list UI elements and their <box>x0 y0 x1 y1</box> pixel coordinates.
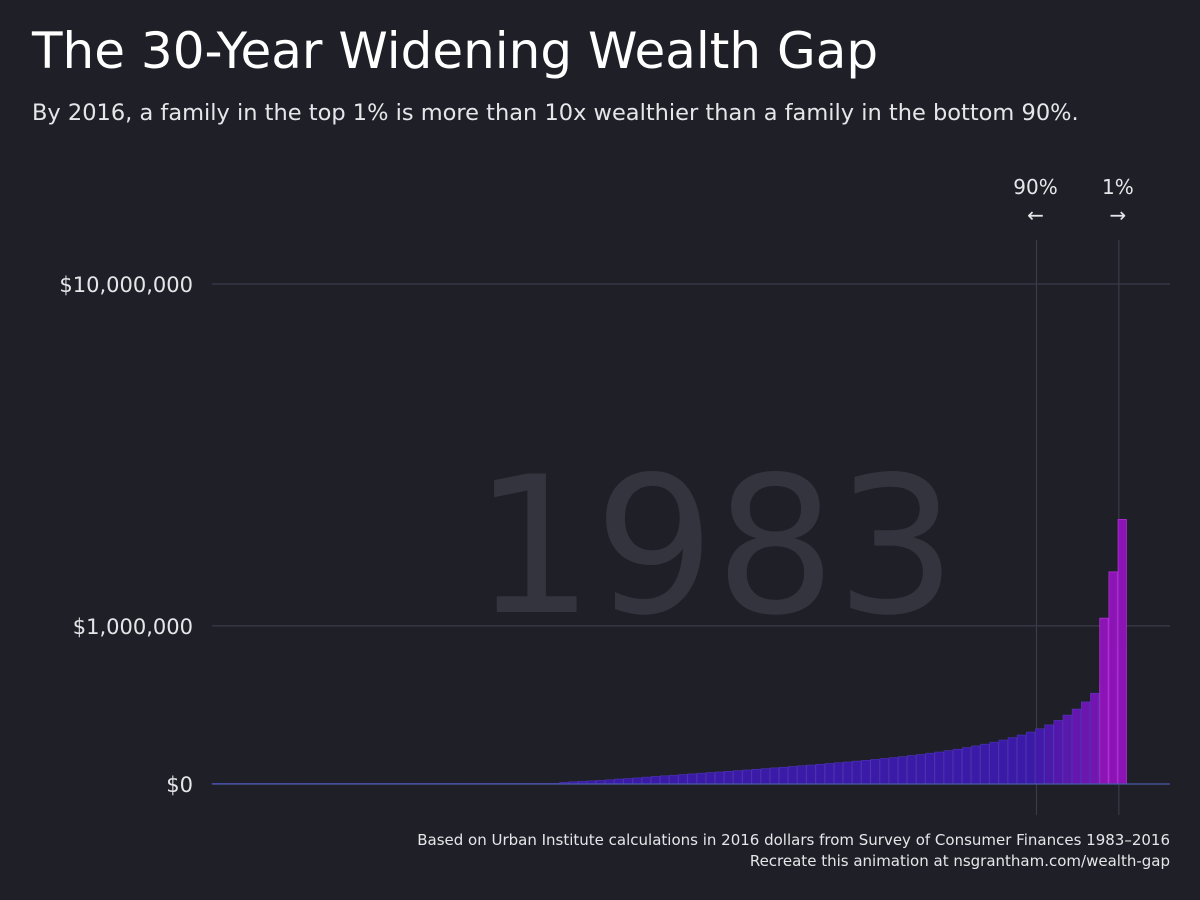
y-tick-label: $0 <box>166 773 193 797</box>
bar <box>1016 734 1027 785</box>
y-tick-label: $10,000,000 <box>59 273 193 297</box>
bar <box>989 741 999 785</box>
bar <box>650 776 661 785</box>
bar <box>1108 571 1118 785</box>
bar <box>925 752 935 785</box>
bar <box>907 755 917 785</box>
bar <box>1044 724 1054 785</box>
bar <box>742 769 752 785</box>
bar <box>778 766 789 785</box>
bar <box>870 759 880 785</box>
bar <box>980 743 990 785</box>
y-tick-label: $1,000,000 <box>73 615 193 639</box>
bar <box>1035 728 1045 785</box>
percentile-marker-label: 90% <box>1013 175 1057 199</box>
bar <box>815 763 825 785</box>
bar <box>641 776 651 785</box>
bar <box>888 757 898 785</box>
bar <box>660 775 670 785</box>
percentile-marker-label: 1% <box>1102 175 1134 199</box>
bar <box>879 758 889 785</box>
bar <box>705 772 715 785</box>
link-line: Recreate this animation at nsgrantham.co… <box>749 852 1170 870</box>
source-line: Based on Urban Institute calculations in… <box>417 831 1170 849</box>
bar <box>843 761 853 785</box>
bar <box>943 750 953 785</box>
percentile-marker-arrow: → <box>1109 203 1126 227</box>
bar <box>678 774 688 785</box>
source-note: Based on Urban Institute calculations in… <box>417 830 1170 872</box>
bar <box>998 739 1008 785</box>
bar <box>824 763 834 785</box>
bar <box>1053 720 1063 785</box>
year-watermark: 1983 <box>473 436 957 657</box>
bar <box>1062 714 1072 785</box>
chart-subtitle: By 2016, a family in the top 1% is more … <box>32 100 1079 126</box>
bar <box>632 777 642 785</box>
bar <box>769 767 780 785</box>
bar <box>833 762 844 785</box>
bar <box>952 748 963 785</box>
bar <box>1071 708 1081 785</box>
percentile-marker-arrow: ← <box>1027 203 1044 227</box>
bar <box>961 747 972 785</box>
bar <box>1007 737 1017 785</box>
bar <box>934 751 944 785</box>
bar <box>751 768 761 785</box>
bar <box>724 770 734 785</box>
bar <box>687 773 697 785</box>
chart-title: The 30-Year Widening Wealth Gap <box>32 22 879 80</box>
bar <box>1117 519 1127 785</box>
bar <box>1080 701 1091 785</box>
bar <box>605 779 615 785</box>
bar <box>669 774 679 785</box>
bar <box>971 745 981 785</box>
bar <box>623 778 633 785</box>
bar <box>797 765 807 785</box>
bar <box>733 770 743 785</box>
bar <box>1099 617 1109 785</box>
bar <box>696 772 706 785</box>
bar <box>760 768 770 785</box>
bar <box>1026 731 1036 785</box>
bar <box>897 756 908 785</box>
bar <box>916 754 926 785</box>
bar <box>714 771 725 785</box>
bar <box>806 764 816 785</box>
bar <box>852 760 862 785</box>
bar <box>788 766 798 785</box>
bar <box>614 778 624 785</box>
bar <box>1090 692 1100 785</box>
bar <box>861 759 871 785</box>
